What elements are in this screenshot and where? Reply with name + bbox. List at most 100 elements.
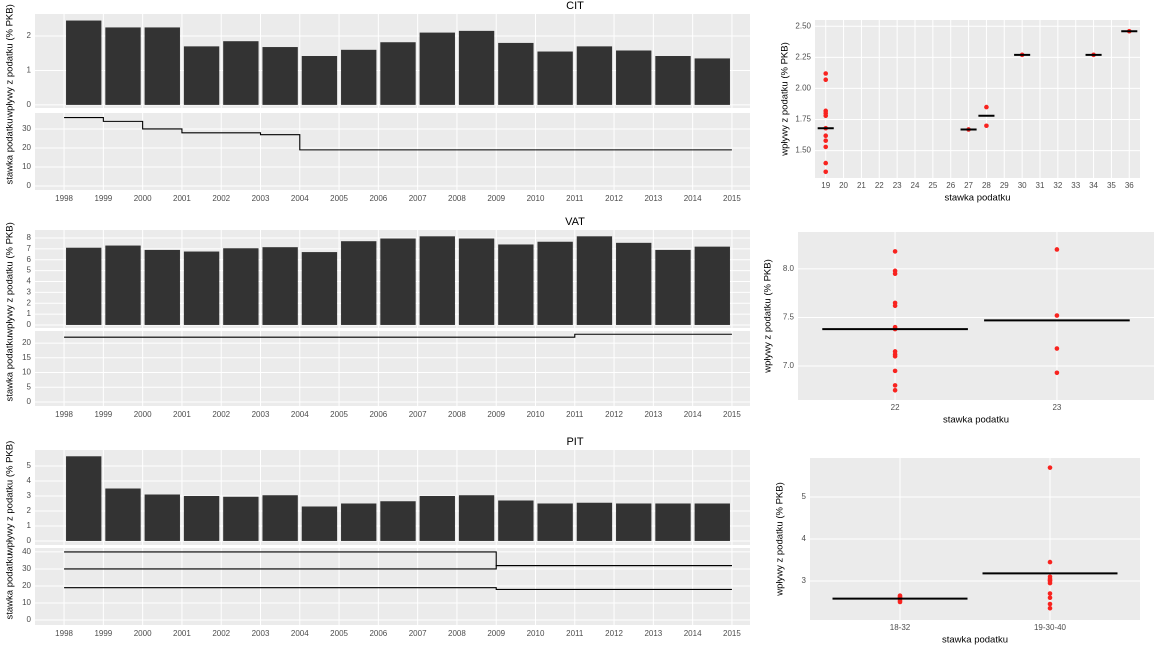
x-tick-label: 28 [982,181,991,190]
x-tick-label: 2008 [448,410,466,419]
bar [458,30,495,105]
data-point [1047,591,1053,596]
x-tick-label: 34 [1089,181,1098,190]
data-point [892,354,898,359]
y-tick-label: 2.50 [795,21,811,30]
bar [262,47,298,105]
x-tick-label: 23 [1052,403,1061,412]
bar [576,502,613,541]
bar [105,245,141,325]
data-point [823,138,829,143]
data-point [1054,370,1060,376]
data-point [823,77,829,83]
data-point [897,599,903,605]
x-tick-label: 2005 [330,194,348,203]
rate-line [64,587,732,590]
bar [655,503,691,541]
y-tick-label: 0 [27,397,32,406]
y-tick-label: 0 [27,320,32,329]
x-tick-label: 2009 [487,194,505,203]
bar [537,241,573,325]
x-tick-label: 2013 [644,194,662,203]
bar [694,503,730,541]
rate-line [64,551,732,567]
x-tick-label: 27 [964,181,973,190]
y-tick-label: 2.25 [795,52,811,61]
y-tick-label: 5 [27,461,32,470]
bar [537,51,573,105]
x-tick-label: 2006 [369,410,387,419]
x-tick-label: 2015 [723,410,741,419]
y-tick-label: 8 [27,233,32,242]
data-point [1047,605,1053,611]
x-tick-label: 2007 [409,629,427,638]
bar [419,496,455,541]
x-tick-label: 2002 [212,410,230,419]
y-tick-label: 30 [22,564,31,573]
x-tick-label: 21 [857,181,866,190]
x-tick-label: 19 [821,181,830,190]
x-tick-label: 22 [891,403,900,412]
y-tick-label: 5 [802,492,807,501]
y-axis-title: wpływy z podatku (% PKB) [780,42,791,157]
x-tick-label: 2003 [252,410,270,419]
x-tick-label: 2012 [605,410,623,419]
x-tick-label: 2010 [527,410,545,419]
x-tick-label: 2003 [252,194,270,203]
x-tick-label: 2007 [409,410,427,419]
x-tick-label: 2001 [173,629,191,638]
x-tick-label: 20 [839,181,848,190]
bar [458,495,495,541]
data-point [892,383,898,388]
y-tick-label: 0 [27,615,32,624]
data-point [823,169,829,175]
data-point [1047,580,1053,586]
x-tick-label: 1998 [55,410,73,419]
bar [183,496,220,541]
x-tick-label: 2001 [173,410,191,419]
y-tick-label: 20 [22,338,31,347]
panel-background [798,232,1154,400]
y-tick-label: 0 [27,100,32,109]
bar [380,238,416,325]
x-tick-label: 2012 [605,194,623,203]
y-tick-label: 40 [22,547,31,556]
x-tick-label: 2004 [291,410,309,419]
y-tick-label: 15 [22,353,31,362]
bar [537,503,573,541]
data-point [823,133,829,139]
bar [105,488,141,541]
bar [498,500,534,541]
x-tick-label: 2003 [252,629,270,638]
data-point [1047,595,1053,601]
bar [655,56,691,105]
y-axis-title: wpływy z podatku (% PKB) [775,482,786,597]
x-tick-label: 2015 [723,194,741,203]
y-tick-label: 10 [22,162,31,171]
bar [419,32,455,105]
data-point [823,71,829,76]
bar [576,46,613,105]
data-point [823,160,829,166]
x-tick-label: 2008 [448,629,466,638]
x-tick-label: 2006 [369,629,387,638]
x-tick-label: 2002 [212,629,230,638]
x-tick-label: 2001 [173,194,191,203]
data-point [984,123,989,129]
rate-line [64,333,732,338]
y-tick-label: 5 [27,382,32,391]
y-tick-label: 2.00 [795,84,811,93]
y-tick-label: 1.75 [795,115,811,124]
bar [144,249,180,325]
bar [301,506,338,541]
bar [105,27,141,105]
data-point [984,104,989,110]
y-tick-label: 20 [22,581,31,590]
x-tick-label: 1999 [94,629,112,638]
bar [341,49,377,105]
bar [380,42,416,105]
y-tick-label: 3 [27,491,32,500]
y-tick-label: 30 [22,124,31,133]
x-tick-label: 35 [1107,181,1116,190]
x-tick-label: 2011 [566,194,584,203]
